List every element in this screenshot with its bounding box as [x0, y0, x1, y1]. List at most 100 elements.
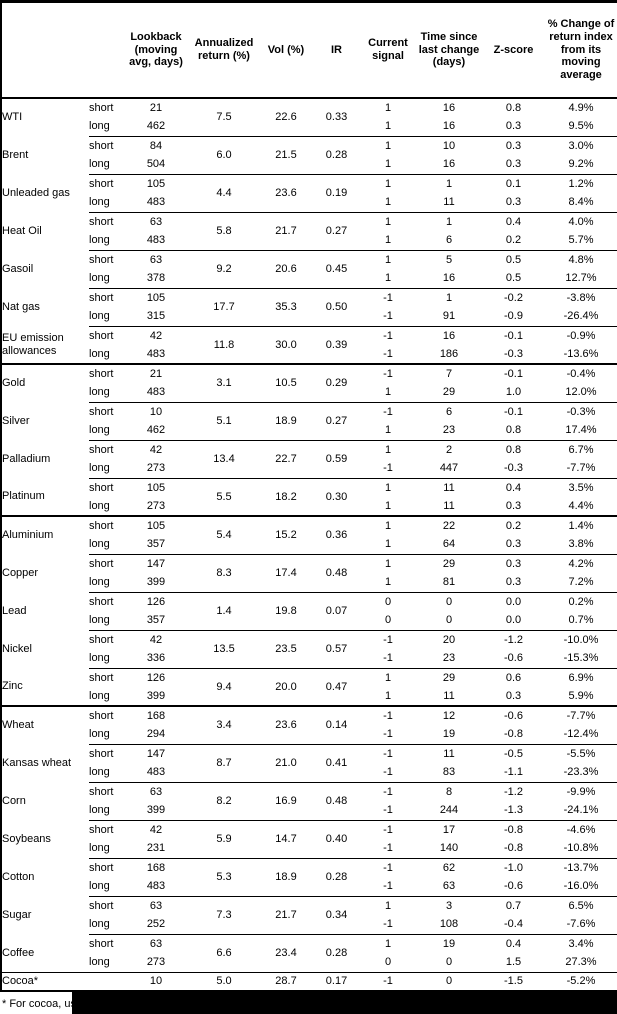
current-signal-value: -1 [383, 405, 393, 418]
time-since-value: 19 [416, 725, 482, 745]
z-score-value: 0.3 [482, 497, 545, 517]
z-score-value: 0.8 [505, 443, 522, 456]
z-score-value: -1.0 [504, 861, 523, 874]
current-signal-value: -1 [383, 823, 393, 836]
pct-change-value: -7.7% [545, 459, 617, 479]
leg-label: short [89, 253, 114, 266]
annualized-return-value: 5.1 [189, 402, 259, 441]
commodity-name: Platinum [1, 478, 89, 517]
lookback-value: 21 [149, 101, 163, 114]
current-signal-value: 1 [360, 421, 416, 441]
commodity-name: Wheat [2, 719, 34, 732]
leg-label: short [89, 101, 114, 114]
lookback-value: 63 [149, 899, 163, 912]
annualized-return-value: 7.5 [189, 98, 259, 137]
leg-label: long [89, 839, 123, 859]
ir-value: 0.48 [313, 782, 360, 821]
time-since-value: 29 [442, 557, 456, 570]
current-signal-value: -1 [383, 785, 393, 798]
time-since-value: 23 [416, 649, 482, 669]
leg-label: long [89, 763, 123, 783]
current-signal-value: -1 [360, 345, 416, 365]
current-signal-value: 1 [360, 193, 416, 213]
time-since-value: 64 [416, 535, 482, 555]
leg-label: long [89, 459, 123, 479]
commodity-name: WTI [2, 111, 23, 124]
corner-header-leg [89, 1, 123, 99]
current-signal-value: 1 [384, 937, 392, 950]
current-signal-value: -1 [383, 709, 393, 722]
current-signal-value: 1 [360, 535, 416, 555]
z-score-value: 0.7 [505, 899, 522, 912]
vol-value: 22.6 [259, 98, 313, 137]
pct-change-value: 1.2% [568, 177, 594, 190]
current-signal-value: -1 [383, 975, 393, 988]
leg-label: short [89, 443, 114, 456]
z-score-value: 0.2 [482, 231, 545, 251]
commodity-row: long 273 0 0 1.5 27.3% [1, 953, 617, 973]
commodity-name: Palladium [2, 452, 51, 465]
header-lookback: Lookback (moving avg, days) [123, 1, 189, 99]
z-score-value: 0.4 [505, 937, 522, 950]
time-since-value: 91 [416, 307, 482, 327]
leg-label: long [89, 193, 123, 213]
ir-value: 0.07 [313, 592, 360, 631]
ir-value: 0.33 [313, 98, 360, 137]
time-since-value: 17 [442, 823, 456, 836]
time-since-value: 1 [445, 291, 453, 304]
z-score-value: -0.5 [504, 747, 523, 760]
commodity-name: Cotton [2, 870, 35, 883]
leg-label: long [89, 953, 123, 973]
lookback-value: 399 [123, 801, 189, 821]
commodity-row: long 483 -1 83 -1.1 -23.3% [1, 763, 617, 783]
header-current-signal: Current signal [360, 1, 416, 99]
commodity-row: Zinc short 126 9.4 20.0 0.47 1 29 0.6 6.9% [1, 668, 617, 707]
header-vol: Vol (%) [259, 1, 313, 99]
vol-value: 10.5 [259, 364, 313, 403]
z-score-value: 0.4 [505, 481, 522, 494]
time-since-value: 186 [416, 345, 482, 365]
commodity-row: Aluminium short 105 5.4 15.2 0.36 1 22 0.2 1.4% [1, 516, 617, 555]
commodity-row: Unleaded gas short 105 4.4 23.6 0.19 1 1 0.1 1.2% [1, 174, 617, 213]
leg-label: long [89, 383, 123, 403]
current-signal-value: 1 [384, 557, 392, 570]
commodity-name: Gold [2, 377, 26, 390]
pct-change-value: -9.9% [566, 785, 596, 798]
commodity-name: Kansas wheat [2, 756, 72, 769]
vol-value: 35.3 [259, 288, 313, 327]
leg-label: long [89, 687, 123, 707]
leg-label: short [89, 861, 114, 874]
lookback-value: 483 [123, 877, 189, 897]
ir-value: 0.47 [313, 668, 360, 707]
ir-value: 0.19 [313, 174, 360, 213]
z-score-value: -0.3 [482, 459, 545, 479]
vol-value: 21.7 [259, 212, 313, 251]
lookback-value: 357 [123, 535, 189, 555]
z-score-value: 0.5 [505, 253, 522, 266]
leg-label: long [89, 497, 123, 517]
ir-value: 0.17 [325, 975, 348, 988]
commodity-row: Gasoil short 63 9.2 20.6 0.45 1 5 0.5 4.8% [1, 250, 617, 289]
annualized-return-value: 13.4 [189, 440, 259, 479]
commodity-row: Palladium short 42 13.4 22.7 0.59 1 2 0.8 6.7% [1, 440, 617, 479]
leg-label: long [89, 801, 123, 821]
commodity-row: long 399 -1 244 -1.3 -24.1% [1, 801, 617, 821]
pct-change-value: 3.0% [568, 139, 594, 152]
leg-label: short [89, 139, 114, 152]
ir-value: 0.41 [313, 744, 360, 783]
pct-change-value: -23.3% [545, 763, 617, 783]
commodity-row: Platinum short 105 5.5 18.2 0.30 1 11 0.4 3.5% [1, 478, 617, 517]
commodity-row: EU emission allowances short 42 11.8 30.0 0.3… [1, 326, 617, 365]
leg-label: long [89, 421, 123, 441]
annualized-return-value: 7.3 [189, 896, 259, 935]
commodity-name: Copper [2, 566, 39, 579]
lookback-value: 315 [123, 307, 189, 327]
z-score-value: -0.3 [482, 345, 545, 365]
pct-change-value: 4.9% [568, 101, 594, 114]
commodity-row: long 462 1 23 0.8 17.4% [1, 421, 617, 441]
pct-change-value: 6.9% [568, 671, 594, 684]
commodity-row: long 483 -1 186 -0.3 -13.6% [1, 345, 617, 365]
leg-label: long [89, 155, 123, 175]
current-signal-value: 0 [384, 595, 392, 608]
lookback-value: 168 [146, 709, 166, 722]
